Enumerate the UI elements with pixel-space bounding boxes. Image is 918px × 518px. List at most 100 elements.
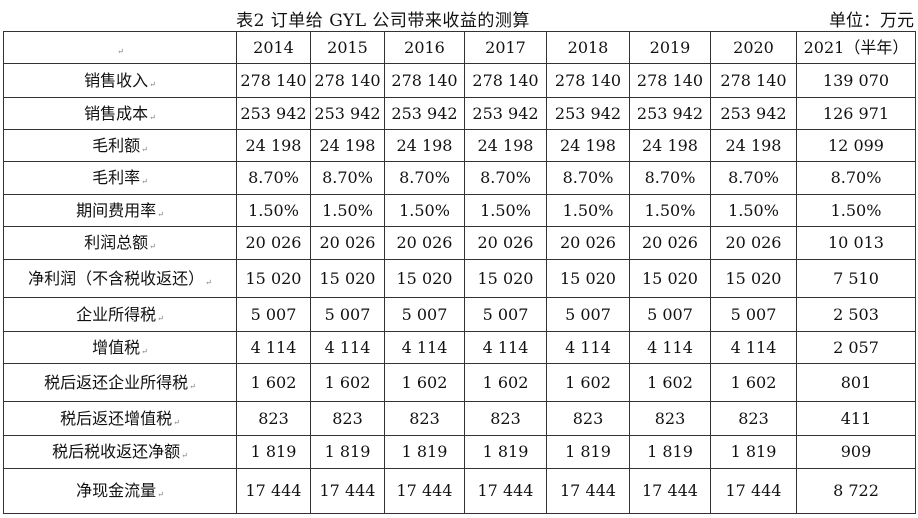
value-cell: 4 114 <box>310 331 385 364</box>
value-cell: 15 020 <box>629 259 711 298</box>
value-cell: 1 819 <box>710 435 797 469</box>
paragraph-mark: ↵ <box>157 490 164 499</box>
value-cell: 4 114 <box>629 331 711 364</box>
value-cell: 253 942 <box>384 97 465 130</box>
value-cell: 24 198 <box>310 129 385 162</box>
value-cell: 17 444 <box>464 468 547 514</box>
value-cell: 1 819 <box>546 435 630 469</box>
value-cell: 15 020 <box>710 259 797 298</box>
value-cell: 278 140 <box>310 63 385 98</box>
paragraph-mark: ↵ <box>117 46 124 56</box>
value-cell: 1 819 <box>629 435 711 469</box>
row-label-text: 企业所得税 <box>76 304 157 324</box>
table-row: 税后返还企业所得税↵ 1 602 1 602 1 602 1 602 1 602 1 602… <box>3 363 916 402</box>
value-cell: 278 140 <box>464 63 547 98</box>
value-cell: 253 942 <box>710 97 797 130</box>
column-header: 2015 <box>310 31 385 64</box>
column-header: 2016 <box>384 31 465 64</box>
value-cell: 823 <box>464 401 547 436</box>
value-cell: 17 444 <box>546 468 630 514</box>
value-cell: 4 114 <box>710 331 797 364</box>
value-cell: 15 020 <box>310 259 385 298</box>
value-cell: 7 510 <box>796 259 916 298</box>
value-cell: 801 <box>796 363 916 402</box>
value-cell: 2 057 <box>796 331 916 364</box>
table-row: 增值税↵ 4 114 4 114 4 114 4 114 4 114 4 114 4 114 2… <box>3 331 916 364</box>
value-cell: 20 026 <box>464 226 547 260</box>
row-label: 净现金流量↵ <box>3 468 237 514</box>
value-cell: 8.70% <box>710 161 797 195</box>
value-cell: 278 140 <box>236 63 311 98</box>
paragraph-mark: ↵ <box>149 242 156 251</box>
value-cell: 17 444 <box>710 468 797 514</box>
value-cell: 8.70% <box>464 161 547 195</box>
value-cell: 823 <box>710 401 797 436</box>
value-cell: 17 444 <box>384 468 465 514</box>
row-label-text: 税后税收返还净额 <box>52 442 181 461</box>
row-label: 企业所得税↵ <box>3 297 237 332</box>
value-cell: 253 942 <box>629 97 711 130</box>
header-row: ↵ 2014 2015 2016 2017 2018 2019 2020 2021（半年） <box>3 31 916 64</box>
table-row: 利润总额↵ 20 026 20 026 20 026 20 026 20 026 20 02… <box>3 226 916 260</box>
value-cell: 8 722 <box>796 468 916 514</box>
value-cell: 278 140 <box>629 63 711 98</box>
value-cell: 20 026 <box>710 226 797 260</box>
corner-cell: ↵ <box>3 31 237 64</box>
paragraph-mark: ↵ <box>173 417 180 427</box>
value-cell: 24 198 <box>629 129 711 162</box>
value-cell: 4 114 <box>384 331 465 364</box>
value-cell: 20 026 <box>629 226 711 260</box>
value-cell: 1 819 <box>384 435 465 469</box>
value-cell: 139 070 <box>796 63 916 98</box>
value-cell: 1.50% <box>796 194 916 227</box>
row-label: 增值税↵ <box>3 331 237 364</box>
value-cell: 1.50% <box>546 194 630 227</box>
value-cell: 17 444 <box>629 468 711 514</box>
value-cell: 126 971 <box>796 97 916 130</box>
title-bar: 表2 订单给 GYL 公司带来收益的测算 单位：万元 <box>0 0 918 32</box>
table-row: 销售成本↵ 253 942 253 942 253 942 253 942 253 942… <box>3 97 916 130</box>
value-cell: 2 503 <box>796 297 916 332</box>
paragraph-mark: ↵ <box>189 381 196 391</box>
value-cell: 253 942 <box>464 97 547 130</box>
table-body: 销售收入↵ 278 140 278 140 278 140 278 140 278 140… <box>3 63 916 514</box>
value-cell: 5 007 <box>310 297 385 332</box>
row-label-text: 期间费用率 <box>76 200 157 220</box>
value-cell: 5 007 <box>710 297 797 332</box>
row-label-text: 毛利额 <box>92 135 141 155</box>
column-header: 2021（半年） <box>796 31 916 64</box>
row-label-text: 销售收入 <box>84 70 149 90</box>
value-cell: 15 020 <box>384 259 465 298</box>
value-cell: 823 <box>546 401 630 436</box>
column-header: 2017 <box>464 31 547 64</box>
value-cell: 8.70% <box>796 161 916 195</box>
value-cell: 1 602 <box>546 363 630 402</box>
table-row: 税后返还增值税↵ 823 823 823 823 823 823 823 411 <box>3 401 916 436</box>
row-label-text: 税后返还企业所得税 <box>44 372 189 392</box>
value-cell: 8.70% <box>546 161 630 195</box>
paragraph-mark: ↵ <box>157 313 164 323</box>
paragraph-mark: ↵ <box>157 209 164 219</box>
value-cell: 278 140 <box>710 63 797 98</box>
row-label: 税后返还企业所得税↵ <box>3 363 237 402</box>
value-cell: 1 602 <box>710 363 797 402</box>
paragraph-mark: ↵ <box>205 277 212 287</box>
row-label-text: 毛利率 <box>92 168 141 187</box>
table-row: 销售收入↵ 278 140 278 140 278 140 278 140 278 140… <box>3 63 916 98</box>
value-cell: 1 602 <box>310 363 385 402</box>
row-label: 净利润（不含税收返还）↵ <box>3 259 237 298</box>
table-row: 净现金流量↵ 17 444 17 444 17 444 17 444 17 444 17 4… <box>3 468 916 514</box>
paragraph-mark: ↵ <box>149 112 156 122</box>
row-label: 期间费用率↵ <box>3 194 237 227</box>
table-row: 净利润（不含税收返还）↵ 15 020 15 020 15 020 15 020 15 0… <box>3 259 916 298</box>
value-cell: 823 <box>384 401 465 436</box>
table-title: 表2 订单给 GYL 公司带来收益的测算 <box>236 11 530 31</box>
value-cell: 10 013 <box>796 226 916 260</box>
row-label: 毛利额↵ <box>3 129 237 162</box>
value-cell: 411 <box>796 401 916 436</box>
value-cell: 5 007 <box>546 297 630 332</box>
value-cell: 24 198 <box>236 129 311 162</box>
value-cell: 20 026 <box>546 226 630 260</box>
value-cell: 278 140 <box>546 63 630 98</box>
value-cell: 1 602 <box>464 363 547 402</box>
